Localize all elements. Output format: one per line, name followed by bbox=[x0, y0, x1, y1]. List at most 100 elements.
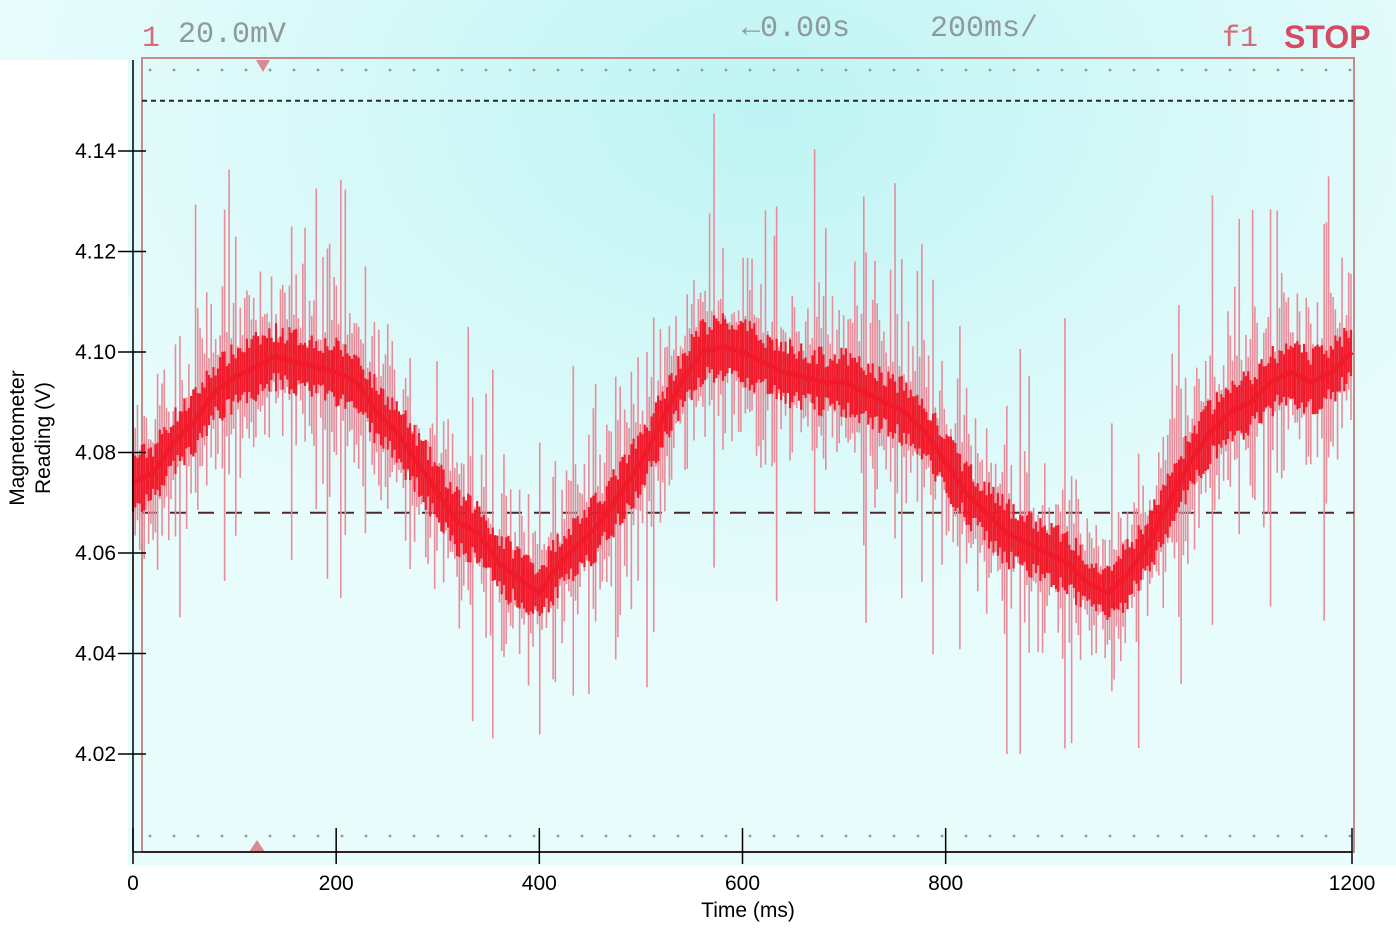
graticule-dot bbox=[604, 68, 608, 72]
graticule-dot bbox=[652, 834, 656, 838]
graticule-dot bbox=[244, 834, 248, 838]
graticule-dot bbox=[1156, 834, 1160, 838]
graticule-dot bbox=[1180, 68, 1184, 72]
graticule-dot bbox=[676, 834, 680, 838]
graticule-dot bbox=[460, 834, 464, 838]
graticule-dot bbox=[196, 834, 200, 838]
graticule-dot bbox=[604, 834, 608, 838]
graticule-dot bbox=[1060, 68, 1064, 72]
graticule-dot bbox=[508, 68, 512, 72]
run-state-badge: STOP bbox=[1284, 19, 1371, 55]
graticule-dot bbox=[1324, 834, 1328, 838]
graticule-dot bbox=[1084, 68, 1088, 72]
graticule-dot bbox=[268, 68, 272, 72]
graticule-dot bbox=[1300, 68, 1304, 72]
graticule-dot bbox=[700, 68, 704, 72]
graticule-dot bbox=[340, 834, 344, 838]
graticule-dot bbox=[268, 834, 272, 838]
graticule-dot bbox=[436, 834, 440, 838]
graticule-dot bbox=[916, 834, 920, 838]
graticule-dot bbox=[244, 68, 248, 72]
trigger-indicator: f1 bbox=[1222, 22, 1258, 56]
series-line bbox=[131, 344, 1354, 596]
bottom-margin bbox=[0, 866, 1396, 930]
graticule-dot bbox=[364, 68, 368, 72]
graticule-dot bbox=[388, 68, 392, 72]
y-tick-label: 4.14 bbox=[75, 140, 116, 163]
graticule-dot bbox=[1348, 68, 1352, 72]
graticule-dot bbox=[964, 68, 968, 72]
graticule-dot bbox=[1060, 834, 1064, 838]
graticule-dot bbox=[1276, 834, 1280, 838]
graticule-dot bbox=[844, 68, 848, 72]
graticule-dot bbox=[484, 68, 488, 72]
graticule-dot bbox=[652, 68, 656, 72]
y-axis-ticks: 4.02 4.04 4.06 4.08 4.10 4.12 4.14 bbox=[75, 140, 146, 766]
graticule-dot bbox=[916, 68, 920, 72]
graticule-dot bbox=[868, 834, 872, 838]
graticule-dot bbox=[724, 834, 728, 838]
graticule-dot bbox=[772, 68, 776, 72]
graticule-dot bbox=[412, 834, 416, 838]
graticule-dot bbox=[820, 68, 824, 72]
graticule-dot bbox=[532, 834, 536, 838]
graticule-dot bbox=[1348, 834, 1352, 838]
graticule-dot bbox=[940, 68, 944, 72]
y-tick-label: 4.08 bbox=[75, 442, 116, 465]
graticule-dot bbox=[724, 68, 728, 72]
y-tick-label: 4.06 bbox=[75, 542, 116, 565]
graticule-dot bbox=[1228, 834, 1232, 838]
y-tick-label: 4.12 bbox=[75, 241, 116, 264]
x-tick-label: 1200 bbox=[1329, 872, 1376, 895]
graticule-dot bbox=[748, 834, 752, 838]
graticule-dot bbox=[772, 834, 776, 838]
graticule-dots bbox=[148, 68, 1352, 838]
graticule-dot bbox=[1036, 834, 1040, 838]
graticule-dot bbox=[940, 834, 944, 838]
graticule-dot bbox=[220, 834, 224, 838]
trigger-arrow-bottom bbox=[249, 840, 265, 852]
graticule-dot bbox=[220, 68, 224, 72]
graticule-dot bbox=[580, 834, 584, 838]
graticule-dot bbox=[988, 834, 992, 838]
x-tick-label: 200 bbox=[319, 872, 354, 895]
graticule-dot bbox=[148, 68, 152, 72]
graticule-dot bbox=[292, 834, 296, 838]
graticule-dot bbox=[796, 834, 800, 838]
x-tick-label: 0 bbox=[127, 872, 139, 895]
graticule-dot bbox=[1108, 834, 1112, 838]
x-tick-label: 600 bbox=[725, 872, 760, 895]
graticule-dot bbox=[556, 834, 560, 838]
y-tick-label: 4.04 bbox=[75, 643, 116, 666]
y-tick-label: 4.10 bbox=[75, 341, 116, 364]
graticule-dot bbox=[1252, 834, 1256, 838]
graticule-dot bbox=[1276, 68, 1280, 72]
graticule-dot bbox=[1108, 68, 1112, 72]
graticule-dot bbox=[676, 68, 680, 72]
graticule-dot bbox=[556, 68, 560, 72]
y-axis-title-line-1: Magnetometer bbox=[6, 370, 29, 505]
graticule-dot bbox=[460, 68, 464, 72]
graticule-dot bbox=[148, 834, 152, 838]
graticule-dot bbox=[1324, 68, 1328, 72]
graticule-dot bbox=[196, 68, 200, 72]
graticule-dot bbox=[1132, 834, 1136, 838]
graticule-dot bbox=[340, 68, 344, 72]
graticule-dot bbox=[532, 68, 536, 72]
graticule-dot bbox=[1228, 68, 1232, 72]
channel-number: 1 bbox=[142, 22, 160, 56]
x-tick-label: 400 bbox=[522, 872, 557, 895]
x-axis-title: Time (ms) bbox=[701, 899, 795, 922]
graticule-dot bbox=[892, 834, 896, 838]
graticule-dot bbox=[1012, 68, 1016, 72]
graticule-dot bbox=[1252, 68, 1256, 72]
graticule-dot bbox=[316, 834, 320, 838]
graticule-dot bbox=[436, 68, 440, 72]
graticule-dot bbox=[580, 68, 584, 72]
y-tick-label: 4.02 bbox=[75, 743, 116, 766]
graticule-dot bbox=[892, 68, 896, 72]
x-axis-ticks: 0 200 400 600 800 1200 bbox=[127, 828, 1375, 895]
graticule-dot bbox=[628, 834, 632, 838]
graticule-dot bbox=[820, 834, 824, 838]
